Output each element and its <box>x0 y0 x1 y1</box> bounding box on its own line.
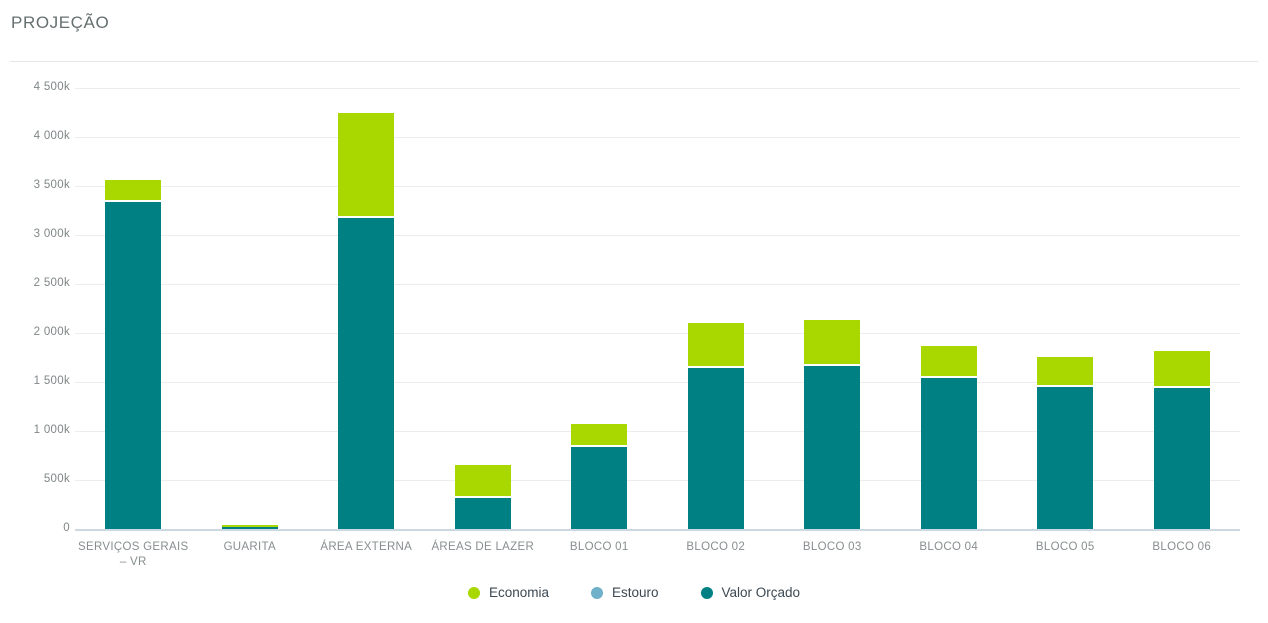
y-gridline <box>75 431 1240 432</box>
chart-title: PROJEÇÃO <box>11 13 110 32</box>
y-axis-tick-label: 500k <box>43 473 70 485</box>
chart-legend: Economia Estouro Valor Orçado <box>0 585 1268 600</box>
y-gridline <box>75 88 1240 89</box>
y-axis-tick-label: 2 000k <box>33 326 70 338</box>
y-axis-tick-label: 1 000k <box>33 424 70 436</box>
y-axis-tick-label: 1 500k <box>33 375 70 387</box>
y-gridline <box>75 284 1240 285</box>
x-axis-category-label: BLOCO 02 <box>686 541 746 553</box>
segment-separator <box>1153 385 1210 388</box>
bar-segment-valor-or-ado[interactable] <box>571 445 628 529</box>
bar-segment-valor-or-ado[interactable] <box>1153 386 1210 529</box>
segment-separator <box>105 199 162 202</box>
bar-bloco-06 <box>1153 0 1210 529</box>
legend-dot-icon <box>700 586 713 599</box>
y-axis-tick-label: 3 500k <box>33 179 70 191</box>
segment-separator <box>454 495 511 498</box>
x-axis-category-label: BLOCO 06 <box>1152 541 1212 553</box>
x-axis-category-label: ÁREAS DE LAZER <box>431 541 535 553</box>
legend-dot-icon <box>590 586 603 599</box>
bar-segment-valor-or-ado[interactable] <box>338 217 395 529</box>
legend-item-valor-or-ado[interactable]: Valor Orçado <box>700 585 801 600</box>
x-axis-line <box>75 529 1240 531</box>
x-axis-category-label: BLOCO 05 <box>1035 541 1095 553</box>
legend-label: Economia <box>488 585 549 600</box>
legend-label: Valor Orçado <box>721 585 801 600</box>
bar-segment-valor-or-ado[interactable] <box>105 200 162 529</box>
bar-segment-economia[interactable] <box>1037 356 1094 386</box>
x-axis-category-label: BLOCO 01 <box>569 541 629 553</box>
bar-segment-economia[interactable] <box>571 424 628 446</box>
bar-segment-valor-or-ado[interactable] <box>454 496 511 529</box>
x-axis-category-label: SERVIÇOS GERAIS – VR <box>78 541 189 568</box>
bar-bloco-04 <box>920 0 977 529</box>
y-axis-tick-label: 4 000k <box>33 130 70 142</box>
x-axis-category-label: ÁREA EXTERNA <box>320 541 413 553</box>
legend-item-economia[interactable]: Economia <box>467 585 549 600</box>
bar-segment-economia[interactable] <box>1153 350 1210 387</box>
bar--reas-de-lazer <box>454 0 511 529</box>
x-axis-category-label: BLOCO 04 <box>919 541 979 553</box>
bar-segment-valor-or-ado[interactable] <box>804 365 861 529</box>
bar-guarita <box>221 0 278 529</box>
legend-item-estouro[interactable]: Estouro <box>590 585 659 600</box>
segment-separator <box>920 376 977 379</box>
bar-segment-economia[interactable] <box>105 180 162 201</box>
y-gridline <box>75 480 1240 481</box>
y-gridline <box>75 333 1240 334</box>
segment-separator <box>687 366 744 369</box>
bar-segment-economia[interactable] <box>454 465 511 497</box>
segment-separator <box>1037 384 1094 387</box>
bar-segment-valor-or-ado[interactable] <box>920 377 977 529</box>
y-gridline <box>75 235 1240 236</box>
bar-bloco-05 <box>1037 0 1094 529</box>
segment-separator <box>571 444 628 447</box>
y-gridline <box>75 186 1240 187</box>
bar-segment-economia[interactable] <box>920 345 977 378</box>
bar-servi-os-gerais-vr <box>105 0 162 529</box>
title-divider <box>10 61 1258 62</box>
bar-bloco-02 <box>687 0 744 529</box>
bar-segment-valor-or-ado[interactable] <box>687 367 744 529</box>
x-axis-category-label: GUARITA <box>223 541 276 553</box>
legend-label: Estouro <box>611 585 659 600</box>
bar-segment-economia[interactable] <box>221 525 278 528</box>
y-gridline <box>75 382 1240 383</box>
bar-segment-economia[interactable] <box>687 323 744 368</box>
bar-bloco-01 <box>571 0 628 529</box>
segment-separator <box>804 364 861 367</box>
segment-separator <box>338 216 395 219</box>
legend-dot-icon <box>467 586 480 599</box>
bar-segment-economia[interactable] <box>338 112 395 218</box>
bar-segment-economia[interactable] <box>804 320 861 366</box>
bar-segment-valor-or-ado[interactable] <box>221 527 278 529</box>
x-axis-category-label: BLOCO 03 <box>802 541 862 553</box>
y-axis-tick-label: 4 500k <box>33 81 70 93</box>
y-axis-tick-label: 3 000k <box>33 228 70 240</box>
y-axis-tick-label: 0 <box>63 522 70 534</box>
bar-segment-valor-or-ado[interactable] <box>1037 385 1094 529</box>
bar-bloco-03 <box>804 0 861 529</box>
y-gridline <box>75 137 1240 138</box>
y-axis-tick-label: 2 500k <box>33 277 70 289</box>
bar--rea-externa <box>338 0 395 529</box>
